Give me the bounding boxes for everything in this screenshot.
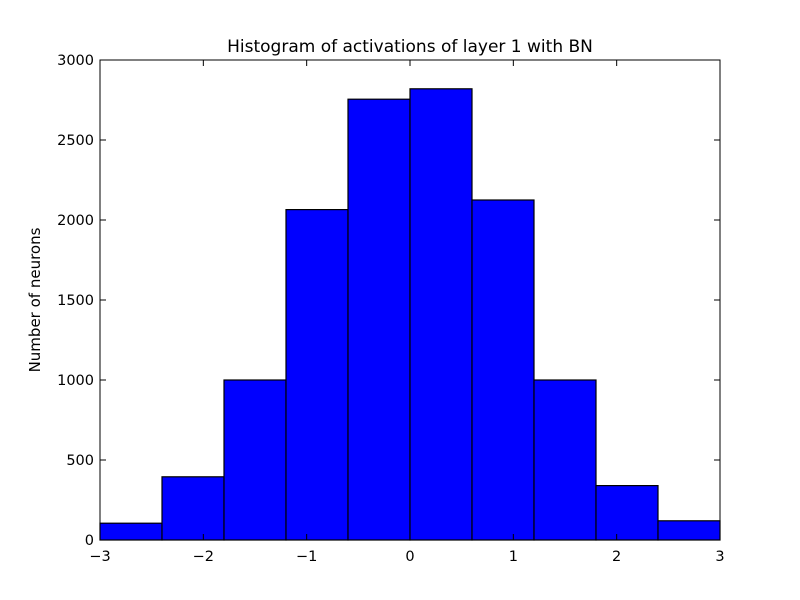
x-tick-label-6: 3: [715, 549, 724, 565]
histogram-bar-7: [471, 199, 535, 541]
histogram-bar-10: [657, 520, 721, 541]
histogram-bar-3: [223, 379, 287, 541]
y-axis-label: Number of neurons: [26, 227, 44, 372]
histogram-bar-1: [99, 522, 163, 541]
y-tick-label-4: 2000: [57, 213, 94, 229]
x-tick-label-0: −3: [89, 549, 110, 565]
plot-frame: [99, 59, 721, 541]
x-tick-label-1: −2: [193, 549, 214, 565]
x-tick-label-4: 1: [509, 549, 518, 565]
histogram-bar-6: [409, 88, 473, 541]
x-tick-label-5: 2: [612, 549, 621, 565]
histogram-bar-9: [595, 485, 659, 541]
y-tick-label-2: 1000: [57, 373, 94, 389]
x-tick-label-3: 0: [405, 549, 414, 565]
x-tick-label-2: −1: [296, 549, 317, 565]
y-tick-label-3: 1500: [57, 293, 94, 309]
y-tick-label-6: 3000: [57, 53, 94, 69]
y-tick-label-0: 0: [85, 533, 94, 549]
ticks-group: −3 −2 −1 0 1 2 3 0 500 1000 1500 2000 2500 3000: [57, 53, 725, 565]
histogram-bar-5: [347, 98, 411, 541]
y-tick-label-1: 500: [66, 453, 94, 469]
histogram-bar-4: [285, 209, 349, 541]
histogram-bar-2: [161, 476, 225, 541]
histogram-bar-8: [533, 379, 597, 541]
bars-group: [99, 88, 721, 541]
y-tick-label-5: 2500: [57, 133, 94, 149]
chart-title: Histogram of activations of layer 1 with…: [227, 37, 593, 57]
